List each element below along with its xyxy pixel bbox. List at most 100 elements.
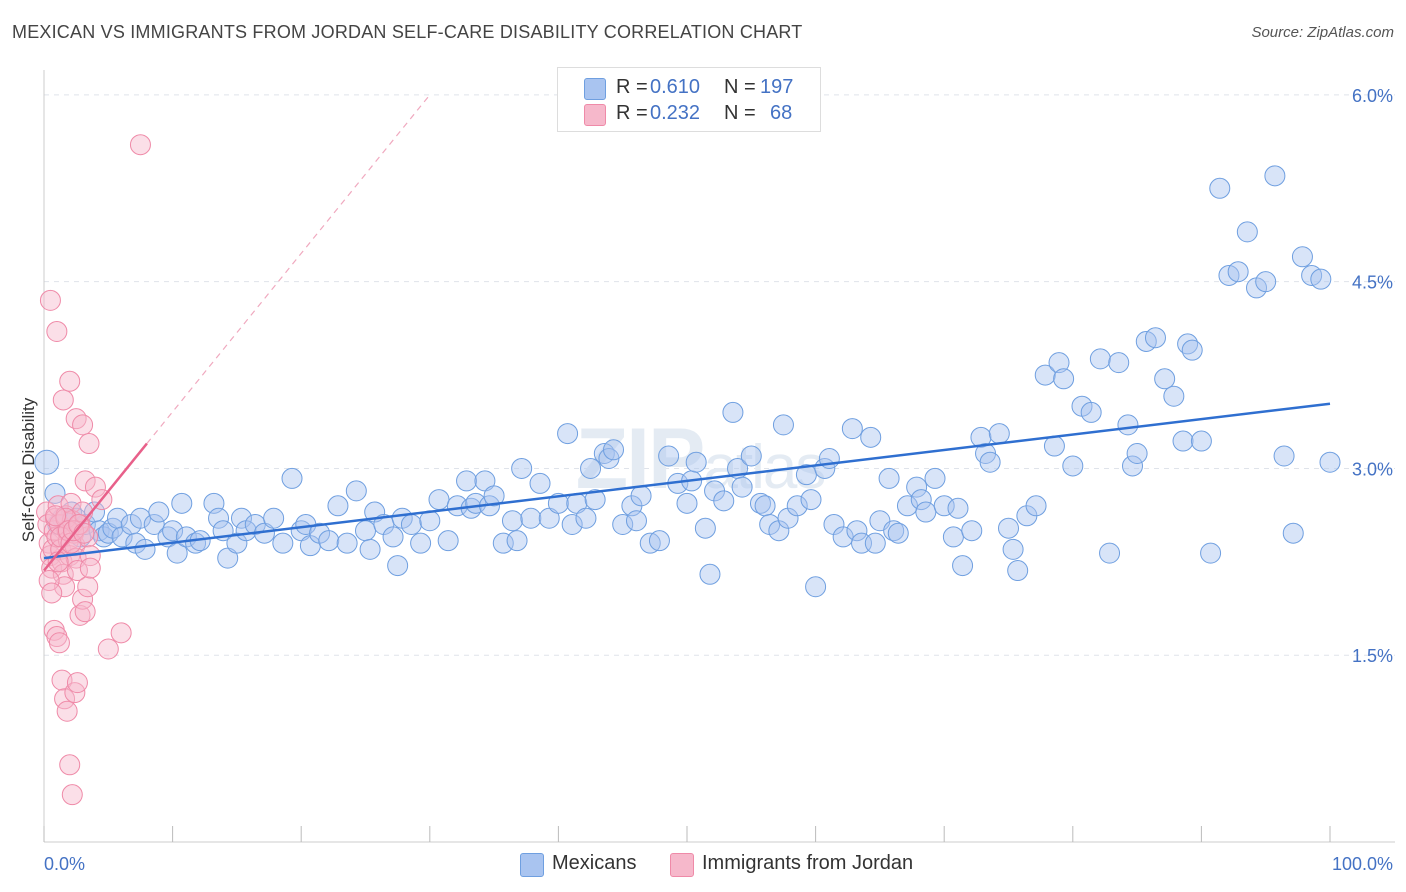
point-jordan xyxy=(66,560,88,582)
x-tick-label: 100.0% xyxy=(1332,854,1393,874)
point-mexicans xyxy=(162,520,184,542)
point-jordan xyxy=(74,601,96,623)
point-mexicans xyxy=(786,495,808,517)
point-mexicans xyxy=(722,401,744,423)
point-mexicans xyxy=(557,423,579,445)
point-mexicans xyxy=(272,532,294,554)
point-mexicans xyxy=(511,457,533,479)
legend-swatch-jordan xyxy=(584,104,606,126)
point-mexicans xyxy=(648,530,670,552)
point-mexicans xyxy=(1062,455,1084,477)
point-jordan xyxy=(46,320,68,342)
point-mexicans xyxy=(658,445,680,467)
point-mexicans xyxy=(34,449,60,475)
point-mexicans xyxy=(1089,348,1111,370)
point-jordan xyxy=(54,576,76,598)
point-mexicans xyxy=(1053,368,1075,390)
point-jordan xyxy=(45,505,67,527)
point-jordan xyxy=(48,632,70,654)
point-jordan xyxy=(74,470,96,492)
point-mexicans xyxy=(924,467,946,489)
point-mexicans xyxy=(1236,221,1258,243)
point-jordan xyxy=(84,476,106,498)
point-jordan xyxy=(55,507,77,529)
point-mexicans xyxy=(171,492,193,514)
point-mexicans xyxy=(102,517,124,539)
point-mexicans xyxy=(529,472,551,494)
point-mexicans xyxy=(612,513,634,535)
point-mexicans xyxy=(230,507,252,529)
point-mexicans xyxy=(906,476,928,498)
point-mexicans xyxy=(841,418,863,440)
point-jordan xyxy=(72,588,94,610)
point-mexicans xyxy=(676,492,698,514)
point-mexicans xyxy=(970,426,992,448)
correlation-legend: R = 0.610 N = 197 R = 0.232 N = 68 xyxy=(557,67,821,132)
point-mexicans xyxy=(1154,368,1176,390)
point-mexicans xyxy=(44,482,66,504)
source-label: Source: ZipAtlas.com xyxy=(1251,24,1394,41)
point-jordan xyxy=(65,408,87,430)
r-label: R = xyxy=(616,102,648,124)
point-mexicans xyxy=(740,445,762,467)
point-mexicans xyxy=(483,485,505,507)
point-mexicans xyxy=(359,538,381,560)
point-mexicans xyxy=(336,532,358,554)
trend-line-jordan-extension xyxy=(146,94,431,444)
point-jordan xyxy=(79,545,101,567)
n-label: N = xyxy=(724,76,756,98)
point-mexicans xyxy=(148,501,170,523)
point-jordan xyxy=(39,289,61,311)
point-mexicans xyxy=(961,520,983,542)
point-jordan xyxy=(73,522,95,544)
n-label: N = xyxy=(724,102,756,124)
point-mexicans xyxy=(1282,522,1304,544)
point-jordan xyxy=(54,688,76,710)
r-value: 0.232 xyxy=(650,102,701,124)
legend-swatch-mexicans xyxy=(520,853,544,877)
point-mexicans xyxy=(1172,430,1194,452)
point-mexicans xyxy=(1190,430,1212,452)
legend-swatch-mexicans xyxy=(584,78,606,100)
point-mexicans xyxy=(1034,364,1056,386)
point-mexicans xyxy=(1291,246,1313,268)
point-mexicans xyxy=(805,576,827,598)
r-value: 0.610 xyxy=(650,76,701,98)
point-mexicans xyxy=(506,530,528,552)
point-mexicans xyxy=(263,507,285,529)
trend-lines xyxy=(43,94,1331,572)
point-mexicans xyxy=(933,495,955,517)
point-mexicans xyxy=(915,501,937,523)
point-mexicans xyxy=(952,555,974,577)
point-jordan xyxy=(66,672,88,694)
point-mexicans xyxy=(1163,385,1185,407)
point-mexicans xyxy=(603,439,625,461)
point-mexicans xyxy=(1273,445,1295,467)
point-mexicans xyxy=(777,507,799,529)
tick-labels: 1.5% 3.0% 4.5% 6.0% 0.0% 100.0% xyxy=(44,86,1393,874)
point-mexicans xyxy=(501,510,523,532)
point-jordan xyxy=(59,754,81,776)
point-mexicans xyxy=(800,489,822,511)
y-tick-label: 6.0% xyxy=(1352,86,1393,106)
point-jordan xyxy=(77,526,99,548)
point-jordan xyxy=(77,576,99,598)
point-mexicans xyxy=(1025,495,1047,517)
point-mexicans xyxy=(860,426,882,448)
point-mexicans xyxy=(754,495,776,517)
point-mexicans xyxy=(685,451,707,473)
point-mexicans xyxy=(823,513,845,535)
point-mexicans xyxy=(575,507,597,529)
n-value: 68 xyxy=(770,102,793,124)
point-mexicans xyxy=(1117,414,1139,436)
point-mexicans xyxy=(428,489,450,511)
point-mexicans xyxy=(1002,538,1024,560)
point-jordan xyxy=(52,389,74,411)
point-mexicans xyxy=(492,532,514,554)
point-mexicans xyxy=(947,497,969,519)
point-mexicans xyxy=(768,520,790,542)
y-tick-label: 1.5% xyxy=(1352,646,1393,666)
legend-swatch-jordan xyxy=(670,853,694,877)
point-mexicans xyxy=(561,513,583,535)
point-mexicans xyxy=(1048,352,1070,374)
